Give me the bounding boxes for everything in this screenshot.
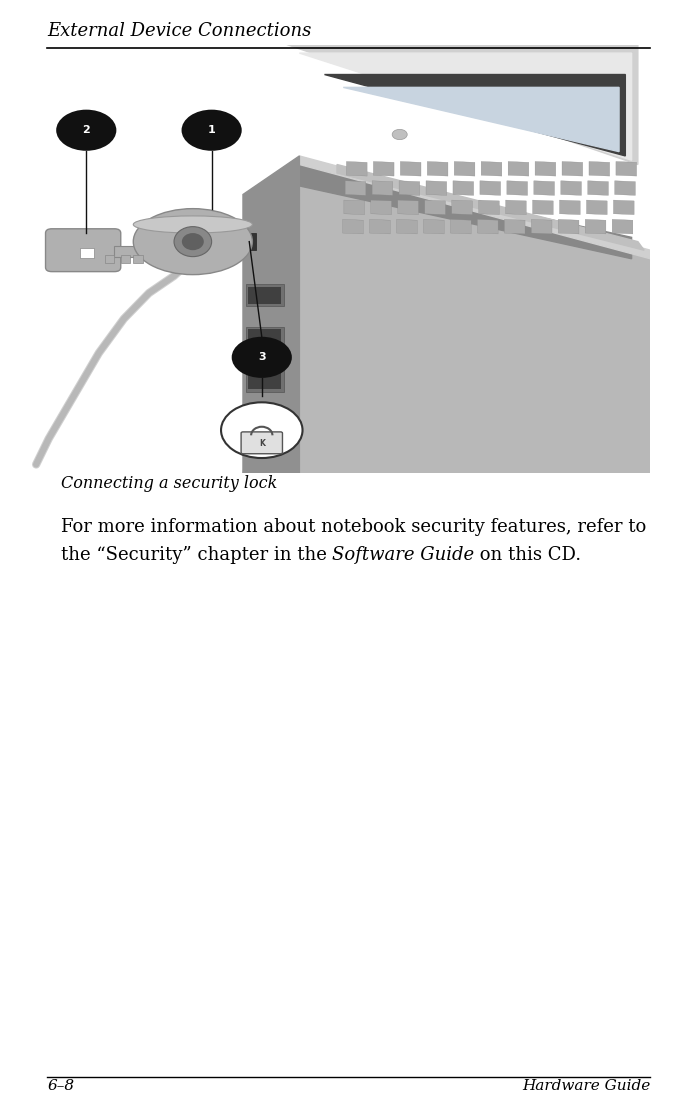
Text: Connecting a security lock: Connecting a security lock	[61, 475, 277, 492]
Polygon shape	[398, 200, 419, 215]
Polygon shape	[585, 219, 606, 234]
Polygon shape	[532, 200, 553, 215]
Bar	[246, 327, 284, 348]
Polygon shape	[480, 180, 501, 196]
Text: External Device Connections: External Device Connections	[47, 22, 311, 40]
Polygon shape	[616, 161, 637, 176]
Polygon shape	[613, 200, 634, 215]
Polygon shape	[346, 161, 367, 176]
Ellipse shape	[133, 216, 252, 233]
Polygon shape	[369, 219, 390, 234]
Polygon shape	[531, 219, 552, 234]
Polygon shape	[589, 161, 610, 176]
Polygon shape	[299, 53, 632, 160]
Polygon shape	[586, 200, 607, 215]
Polygon shape	[559, 200, 580, 215]
Polygon shape	[477, 219, 498, 234]
Polygon shape	[612, 219, 633, 234]
Polygon shape	[342, 219, 363, 234]
Circle shape	[392, 129, 407, 139]
Bar	[246, 371, 284, 392]
Text: K: K	[259, 439, 265, 447]
Text: Hardware Guide: Hardware Guide	[522, 1078, 650, 1093]
Circle shape	[181, 110, 242, 150]
Polygon shape	[372, 180, 393, 196]
Polygon shape	[399, 180, 420, 196]
Bar	[115, 246, 168, 257]
Text: 2: 2	[82, 126, 90, 135]
Polygon shape	[371, 200, 392, 215]
Bar	[248, 373, 280, 390]
Bar	[105, 255, 115, 263]
Polygon shape	[453, 180, 474, 196]
Polygon shape	[507, 180, 528, 196]
Polygon shape	[454, 161, 475, 176]
Polygon shape	[479, 200, 499, 215]
Text: 3: 3	[258, 353, 266, 363]
Text: For more information about notebook security features, refer to: For more information about notebook secu…	[61, 519, 646, 536]
Polygon shape	[561, 180, 582, 196]
Bar	[248, 287, 280, 304]
Polygon shape	[425, 200, 446, 215]
Polygon shape	[558, 219, 579, 234]
Polygon shape	[450, 219, 471, 234]
FancyBboxPatch shape	[241, 432, 282, 454]
Polygon shape	[423, 219, 444, 234]
Polygon shape	[373, 161, 394, 176]
Text: 1: 1	[208, 126, 216, 135]
FancyBboxPatch shape	[46, 229, 121, 272]
Polygon shape	[243, 165, 650, 473]
Polygon shape	[481, 161, 502, 176]
Ellipse shape	[174, 227, 212, 257]
Polygon shape	[562, 161, 583, 176]
Ellipse shape	[133, 208, 252, 275]
Polygon shape	[427, 161, 448, 176]
Polygon shape	[299, 165, 632, 259]
Polygon shape	[452, 200, 472, 215]
Bar	[248, 329, 280, 346]
Text: Software Guide: Software Guide	[332, 546, 474, 564]
Polygon shape	[508, 161, 529, 176]
Polygon shape	[534, 180, 555, 196]
Polygon shape	[345, 180, 366, 196]
Text: 6–8: 6–8	[47, 1078, 74, 1093]
Polygon shape	[426, 180, 447, 196]
Polygon shape	[615, 180, 636, 196]
Circle shape	[232, 337, 292, 378]
Circle shape	[56, 110, 117, 150]
Polygon shape	[588, 180, 609, 196]
Polygon shape	[299, 156, 650, 259]
Text: the “Security” chapter in the: the “Security” chapter in the	[61, 546, 332, 564]
Bar	[133, 255, 143, 263]
Polygon shape	[396, 219, 417, 234]
Circle shape	[221, 402, 303, 459]
Polygon shape	[343, 87, 619, 151]
Bar	[246, 233, 255, 250]
Text: on this CD.: on this CD.	[474, 546, 582, 564]
Ellipse shape	[182, 233, 204, 250]
Bar	[246, 285, 284, 306]
Polygon shape	[243, 156, 299, 473]
Polygon shape	[324, 75, 625, 156]
Bar	[80, 248, 94, 258]
Bar	[121, 255, 130, 263]
Polygon shape	[344, 200, 365, 215]
Polygon shape	[287, 45, 638, 165]
Polygon shape	[535, 161, 556, 176]
Polygon shape	[400, 161, 421, 176]
Polygon shape	[506, 200, 526, 215]
Polygon shape	[337, 165, 644, 250]
Polygon shape	[504, 219, 525, 234]
